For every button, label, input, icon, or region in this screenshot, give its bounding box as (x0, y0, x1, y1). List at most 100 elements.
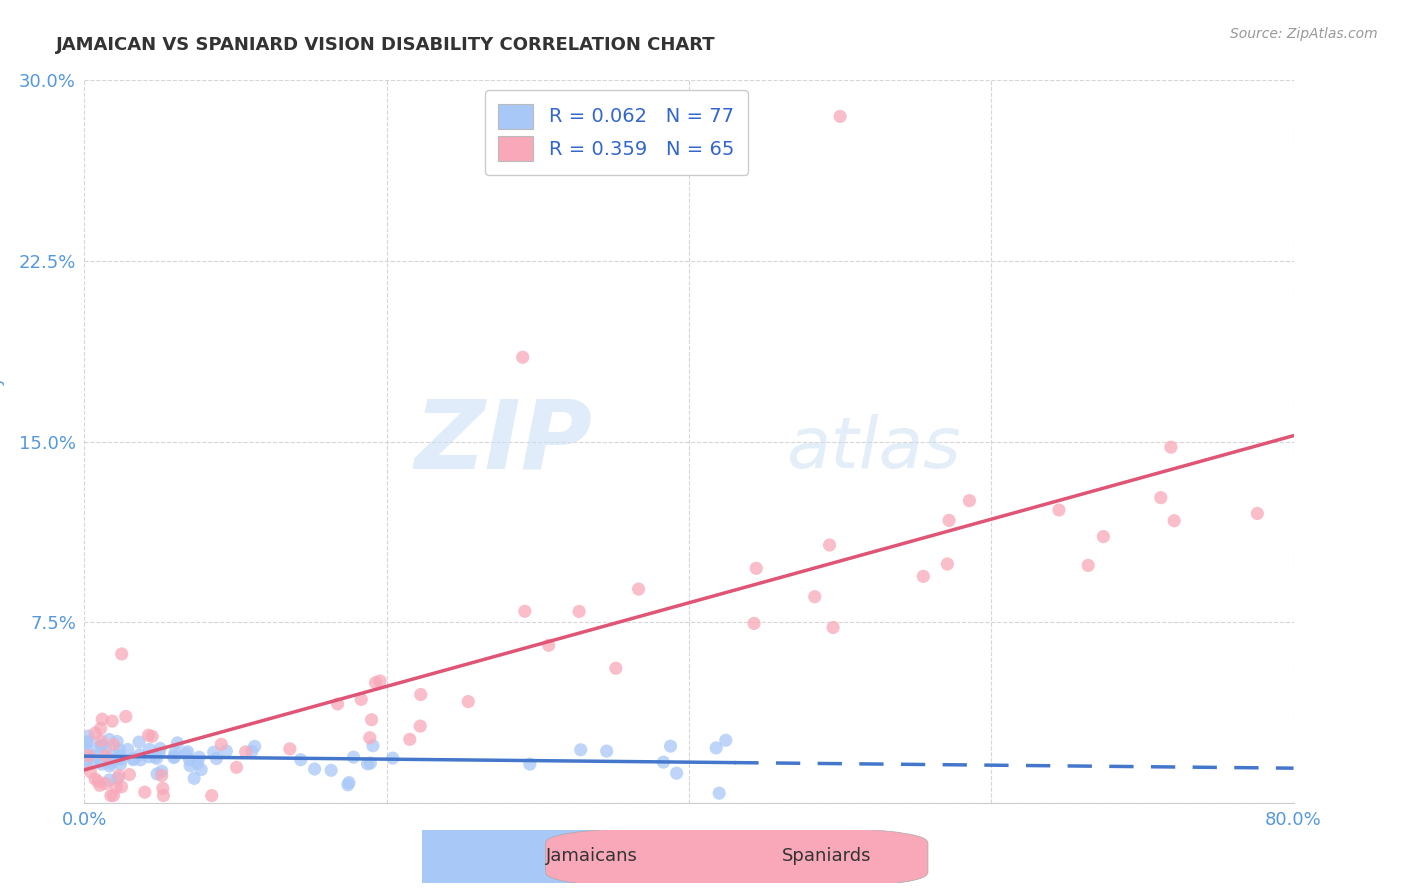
Point (709, 786, 731, 800)
Point (174, 747, 197, 761)
Point (912, 569, 935, 583)
Point (830, 109, 852, 123)
Point (359, 756, 381, 770)
Text: Source: ZipAtlas.com: Source: ZipAtlas.com (1230, 27, 1378, 41)
Point (141, 730, 163, 744)
Point (537, 638, 560, 652)
Point (336, 778, 359, 792)
Point (359, 731, 381, 745)
Point (90, 757, 112, 772)
Point (89, 740, 111, 755)
Point (457, 695, 479, 709)
Point (714, 733, 737, 747)
Point (94, 741, 117, 756)
Point (94, 776, 117, 790)
Point (215, 744, 238, 758)
Point (107, 772, 129, 786)
Point (148, 747, 170, 761)
Point (77, 734, 100, 748)
Point (84, 772, 107, 786)
Point (337, 775, 360, 789)
Point (209, 737, 232, 751)
Point (361, 739, 384, 753)
Point (627, 582, 650, 596)
Point (98, 759, 121, 773)
Point (110, 757, 132, 772)
Point (83, 748, 105, 763)
Point (75, 756, 97, 770)
Point (103, 789, 125, 803)
Point (176, 745, 198, 759)
Point (98, 732, 121, 747)
Point (111, 647, 134, 661)
Point (163, 749, 186, 764)
Point (1092, 530, 1115, 544)
Point (149, 741, 172, 756)
Point (319, 764, 342, 778)
Point (163, 750, 186, 764)
Point (240, 744, 263, 758)
Legend: R = 0.062   N = 77, R = 0.359   N = 65: R = 0.062 N = 77, R = 0.359 N = 65 (485, 90, 748, 175)
Point (519, 757, 541, 772)
Point (1163, 514, 1185, 528)
Point (183, 772, 205, 786)
Point (105, 780, 128, 795)
Point (118, 767, 141, 781)
Text: Spaniards: Spaniards (782, 847, 872, 865)
Point (84, 726, 107, 740)
Point (76, 736, 98, 750)
Point (122, 753, 145, 767)
Point (128, 735, 150, 749)
Point (605, 661, 627, 675)
Point (150, 764, 173, 779)
Point (138, 742, 160, 756)
Point (75, 741, 97, 756)
Point (513, 604, 536, 618)
Point (90, 739, 112, 753)
Point (381, 751, 404, 765)
Point (110, 780, 132, 794)
Point (89, 778, 111, 792)
Point (568, 604, 591, 618)
FancyBboxPatch shape (309, 827, 692, 888)
Point (652, 755, 675, 769)
Point (152, 789, 174, 803)
Point (569, 743, 592, 757)
Point (77, 729, 100, 743)
Point (101, 749, 124, 764)
Point (596, 744, 619, 758)
Point (145, 751, 167, 765)
Point (104, 752, 127, 766)
Point (108, 749, 131, 764)
Point (342, 750, 364, 764)
Point (360, 713, 382, 727)
Point (1047, 503, 1070, 517)
Point (79, 764, 101, 779)
Point (1150, 491, 1173, 505)
Point (823, 620, 845, 634)
Point (1160, 440, 1182, 454)
Point (134, 785, 156, 799)
Point (150, 768, 173, 782)
Point (512, 350, 534, 364)
Point (146, 767, 169, 781)
Point (803, 590, 825, 604)
Point (110, 752, 132, 766)
Point (659, 739, 682, 754)
Point (179, 758, 201, 772)
Point (90, 739, 112, 753)
Point (745, 561, 768, 575)
Point (117, 742, 139, 756)
Point (108, 748, 131, 763)
Point (90, 722, 112, 736)
Point (90, 734, 112, 748)
Point (87, 774, 110, 789)
Point (398, 732, 420, 747)
Point (938, 513, 960, 527)
Point (356, 756, 378, 771)
Point (103, 737, 125, 751)
Text: ZIP: ZIP (415, 395, 592, 488)
Point (108, 768, 131, 782)
Point (957, 493, 980, 508)
Point (190, 763, 212, 777)
